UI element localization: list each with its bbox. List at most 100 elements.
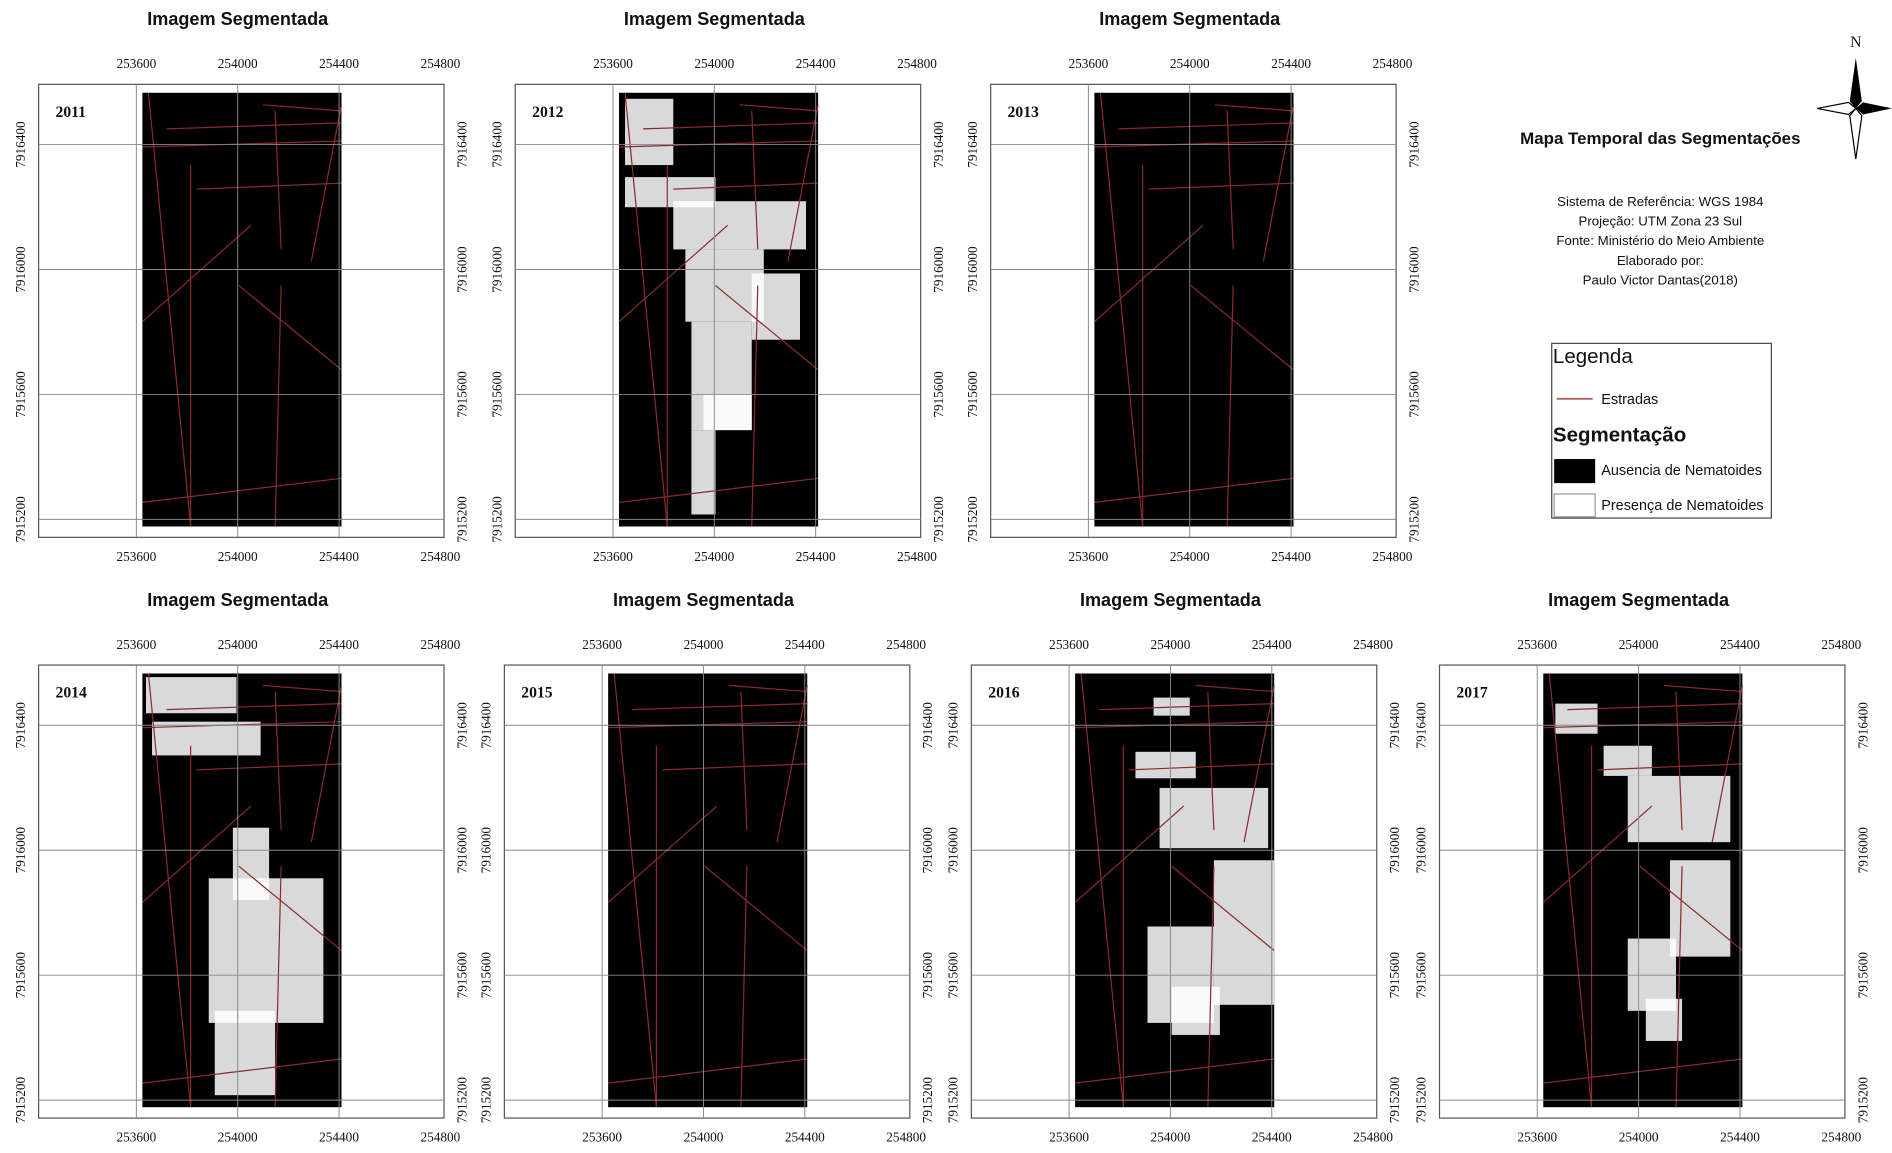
nematode-area [1555, 704, 1597, 734]
info-line: Elaborado por: [1617, 253, 1704, 268]
x-tick-label: 254000 [1170, 56, 1210, 71]
y-tick-label: 7915600 [489, 371, 504, 418]
x-tick-label: 254000 [218, 1130, 258, 1145]
y-tick-label: 7915200 [489, 496, 504, 543]
y-tick-label: 7916000 [920, 827, 935, 874]
y-tick-label: 7915600 [13, 952, 28, 999]
x-tick-label: 254400 [785, 1130, 825, 1145]
map-panel: Imagem Segmentada20122536002536002540002… [489, 9, 946, 564]
y-tick-label: 7916000 [931, 246, 946, 293]
x-tick-label: 254000 [694, 549, 734, 564]
x-tick-label: 253600 [1049, 1130, 1089, 1145]
x-tick-label: 254800 [897, 549, 937, 564]
y-tick-label: 7915600 [479, 952, 494, 999]
panel-year: 2014 [56, 685, 88, 702]
x-tick-label: 254400 [1720, 1130, 1760, 1145]
y-tick-label: 7915600 [945, 952, 960, 999]
x-tick-label: 253600 [582, 1130, 622, 1145]
y-tick-label: 7915200 [454, 496, 469, 543]
y-tick-label: 7916400 [454, 121, 469, 168]
segmented-image [1094, 93, 1293, 527]
nematode-area [209, 878, 324, 1023]
y-tick-label: 7915200 [13, 1077, 28, 1124]
nematode-area [1604, 746, 1652, 776]
x-tick-label: 253600 [1517, 1130, 1557, 1145]
map-panel: Imagem Segmentada20112536002536002540002… [13, 9, 470, 564]
x-tick-label: 253600 [1517, 637, 1557, 652]
y-tick-label: 7915600 [920, 952, 935, 999]
nematode-area [1646, 999, 1682, 1041]
info-line: Sistema de Referência: WGS 1984 [1557, 194, 1763, 209]
x-tick-label: 254000 [1151, 637, 1191, 652]
legend-presence: Presença de Nematoides [1601, 498, 1763, 514]
y-tick-label: 7916400 [965, 121, 980, 168]
y-tick-label: 7915600 [965, 371, 980, 418]
north-arrow [1817, 58, 1892, 159]
x-tick-label: 254800 [1373, 549, 1413, 564]
nematode-area [215, 1011, 275, 1095]
x-tick-label: 254000 [684, 637, 724, 652]
x-tick-label: 254400 [1271, 549, 1311, 564]
y-tick-label: 7916000 [13, 827, 28, 874]
y-tick-label: 7915200 [454, 1077, 469, 1124]
y-tick-label: 7915600 [454, 952, 469, 999]
y-tick-label: 7916000 [454, 246, 469, 293]
legend-subtitle: Segmentação [1553, 424, 1686, 447]
panel-year: 2012 [532, 104, 564, 121]
x-tick-label: 254000 [218, 637, 258, 652]
y-tick-label: 7915200 [931, 496, 946, 543]
segmented-image [608, 673, 807, 1107]
x-tick-label: 254800 [421, 56, 461, 71]
y-tick-label: 7915200 [1406, 496, 1421, 543]
y-tick-label: 7916000 [1855, 827, 1870, 874]
x-tick-label: 254400 [785, 637, 825, 652]
y-tick-label: 7916400 [479, 702, 494, 749]
x-tick-label: 253600 [116, 1130, 156, 1145]
north-label: N [1850, 34, 1861, 51]
nematode-area [1628, 776, 1731, 842]
y-tick-label: 7916400 [931, 121, 946, 168]
x-tick-label: 254400 [796, 549, 836, 564]
y-tick-label: 7916000 [1406, 246, 1421, 293]
y-tick-label: 7915600 [454, 371, 469, 418]
y-tick-label: 7915600 [931, 371, 946, 418]
y-tick-label: 7916400 [454, 702, 469, 749]
x-tick-label: 254800 [421, 637, 461, 652]
y-tick-label: 7916000 [945, 827, 960, 874]
x-tick-label: 253600 [116, 549, 156, 564]
nematode-area [673, 201, 806, 249]
x-tick-label: 253600 [1068, 56, 1108, 71]
nematode-area [752, 273, 800, 339]
legend-roads: Estradas [1601, 392, 1658, 408]
map-panel: Imagem Segmentada20142536002536002540002… [13, 590, 470, 1145]
panel-year: 2016 [988, 685, 1020, 702]
x-tick-label: 253600 [582, 637, 622, 652]
y-tick-label: 7915200 [920, 1077, 935, 1124]
y-tick-label: 7915200 [945, 1077, 960, 1124]
x-tick-label: 254800 [1353, 1130, 1393, 1145]
y-tick-label: 7915200 [1387, 1077, 1402, 1124]
y-tick-label: 7916400 [13, 702, 28, 749]
legend-presence-swatch [1554, 494, 1595, 517]
y-tick-label: 7915200 [1855, 1077, 1870, 1124]
nematode-area [703, 394, 751, 430]
y-tick-label: 7915600 [1406, 371, 1421, 418]
x-tick-label: 254400 [796, 56, 836, 71]
y-tick-label: 7916000 [1387, 827, 1402, 874]
x-tick-label: 254400 [1720, 637, 1760, 652]
nematode-area [625, 99, 673, 165]
x-tick-label: 253600 [116, 56, 156, 71]
y-tick-label: 7916000 [454, 827, 469, 874]
y-tick-label: 7915200 [1414, 1077, 1429, 1124]
y-tick-label: 7915600 [13, 371, 28, 418]
panel-title: Imagem Segmentada [1080, 590, 1262, 610]
panel-title: Imagem Segmentada [613, 590, 795, 610]
segmented-image [142, 93, 341, 527]
x-tick-label: 254800 [1821, 1130, 1861, 1145]
x-tick-label: 254400 [319, 637, 359, 652]
panel-title: Imagem Segmentada [624, 9, 806, 29]
legend-absence-swatch [1554, 459, 1595, 483]
map-panel: Imagem Segmentada20172536002536002540002… [1414, 590, 1871, 1145]
nematode-area [1172, 987, 1220, 1035]
x-tick-label: 254400 [319, 56, 359, 71]
